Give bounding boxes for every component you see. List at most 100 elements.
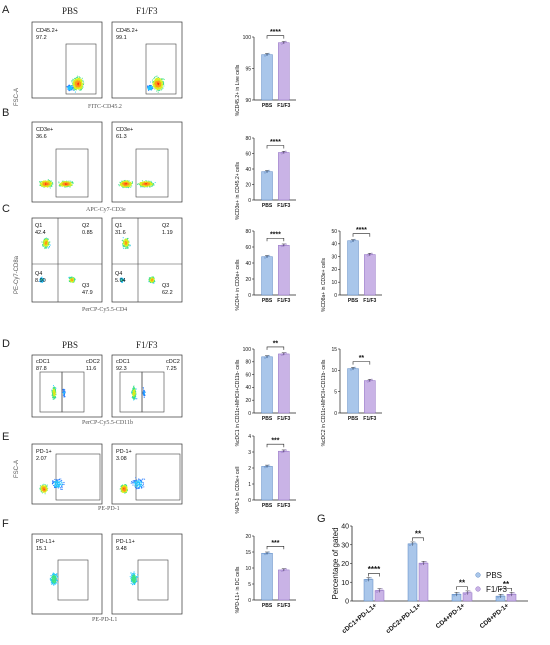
event-cloud (68, 276, 76, 283)
x-tick-label: PBS (348, 298, 359, 304)
data-point (284, 243, 287, 246)
quadrant-value: 8.90 (35, 278, 46, 284)
data-point (267, 52, 271, 55)
quadrant-name: Q2 (162, 223, 169, 229)
data-point (282, 244, 285, 247)
y-tick-label: 0 (248, 198, 251, 204)
data-point (280, 244, 283, 248)
gate-name: CD3e+ (36, 127, 53, 133)
y-axis-title: %PD-1 in CD3e+ cell (235, 466, 241, 513)
data-point (367, 578, 370, 581)
data-point (282, 352, 285, 356)
legend-label: F1/F3 (486, 585, 507, 594)
flow-plot-a-f1f3: CD45.2+99.1 (111, 21, 183, 99)
plot-frame (111, 533, 183, 615)
data-point (369, 577, 373, 580)
gate-value: 7.25 (166, 366, 177, 372)
bar (278, 569, 290, 601)
data-point (263, 171, 267, 174)
event-cloud (39, 276, 45, 283)
y-axis-title: Percentage of gated (331, 527, 340, 599)
y-tick-label: 15 (331, 347, 337, 353)
plot-frame (31, 121, 103, 203)
y-tick-label: 80 (245, 229, 251, 235)
x-tick-label: PBS (262, 103, 273, 109)
data-point (284, 568, 287, 571)
y-tick-label: 40 (331, 242, 337, 248)
event-cloud (39, 179, 54, 189)
data-point (378, 589, 381, 592)
y-tick-label: 80 (245, 360, 251, 366)
data-point (280, 42, 283, 45)
y-tick-label: 30 (331, 254, 337, 260)
gate-value: 99.1 (116, 35, 127, 41)
y-tick-label: 10 (341, 580, 349, 587)
gate-name: cDC1 (36, 359, 50, 365)
x-tick-label: cDC2+PD-L1+ (385, 602, 423, 635)
x-tick-label: PBS (262, 603, 273, 609)
x-tick-label: F1/F3 (363, 416, 376, 422)
gate-box (61, 371, 85, 413)
x-tick-label: cDC1+PD-L1+ (341, 602, 379, 635)
plot-frame (111, 121, 183, 203)
quadrant-name: Q3 (82, 283, 89, 289)
significance-label: **** (356, 227, 367, 234)
x-tick-label: CD4+PD-1+ (435, 602, 467, 630)
y-tick-label: 10 (331, 280, 337, 286)
y-tick-label: 40 (245, 385, 251, 391)
y-tick-label: 0 (334, 411, 337, 417)
data-point (267, 464, 271, 467)
y-tick-label: 40 (245, 261, 251, 267)
quadrant-value: 47.9 (82, 290, 93, 296)
significance-label: ** (359, 355, 365, 362)
y-tick-label: 20 (245, 534, 251, 540)
event-cloud (51, 478, 65, 490)
data-point (263, 552, 267, 556)
gate-box (145, 43, 177, 95)
quadrant-value: 1.19 (162, 230, 173, 236)
y-tick-label: 50 (331, 229, 337, 235)
y-tick-label: 60 (245, 245, 251, 251)
event-cloud (41, 237, 51, 250)
event-cloud (119, 277, 125, 283)
y-tick-label: 40 (341, 524, 349, 531)
data-point (463, 592, 467, 595)
data-point (267, 254, 271, 258)
plot-frame (111, 21, 183, 99)
significance-bracket (266, 145, 285, 149)
y-tick-label: 0 (345, 599, 349, 606)
bar (347, 240, 359, 296)
panel-label-g: G (317, 513, 326, 525)
event-cloud (58, 180, 74, 188)
flow-plot-e-f1f3: PD-1+3.08 (111, 443, 183, 505)
quadrant-name: Q4 (115, 271, 122, 277)
legend-marker (475, 572, 481, 578)
data-point (351, 367, 355, 370)
data-point (370, 252, 373, 255)
data-point (366, 254, 369, 257)
event-cloud (148, 276, 156, 284)
y-tick-label: 0 (248, 498, 251, 504)
significance-bracket (368, 573, 380, 577)
gate-name: PD-L1+ (116, 539, 135, 545)
event-cloud (39, 483, 49, 495)
bar-chart-d1: 0 20 40 60 80 100%cDC1 in CD11c+MHCII+CD11b- … (235, 340, 296, 446)
bar-chart-c1: 0 20 40 60 80 %CD4+ in CD3e+ cells PBS F1/F3 ***… (235, 229, 296, 311)
event-cloud (70, 75, 85, 93)
data-point (510, 593, 513, 596)
bar (261, 171, 273, 201)
panel-label-d: D (2, 338, 10, 350)
col-header-f1f3-bottom: F1/F3 (136, 340, 158, 350)
gate-value: 87.8 (36, 366, 47, 372)
gate-box (57, 559, 89, 601)
y-tick-label: 20 (341, 561, 349, 568)
bar-chart-a: 90 95 100 %CD45.2+ in Live cells PBS F1/F3 ***… (235, 29, 296, 116)
gate-value: 11.6 (86, 366, 96, 372)
significance-bracket (352, 361, 371, 365)
gate-name: CD45.2+ (116, 28, 138, 34)
significance-bracket (412, 537, 424, 541)
quadrant-name: Q1 (115, 223, 122, 229)
quadrant-name: Q3 (162, 283, 169, 289)
data-point (280, 569, 283, 572)
quadrant-value: 62.2 (162, 290, 173, 296)
